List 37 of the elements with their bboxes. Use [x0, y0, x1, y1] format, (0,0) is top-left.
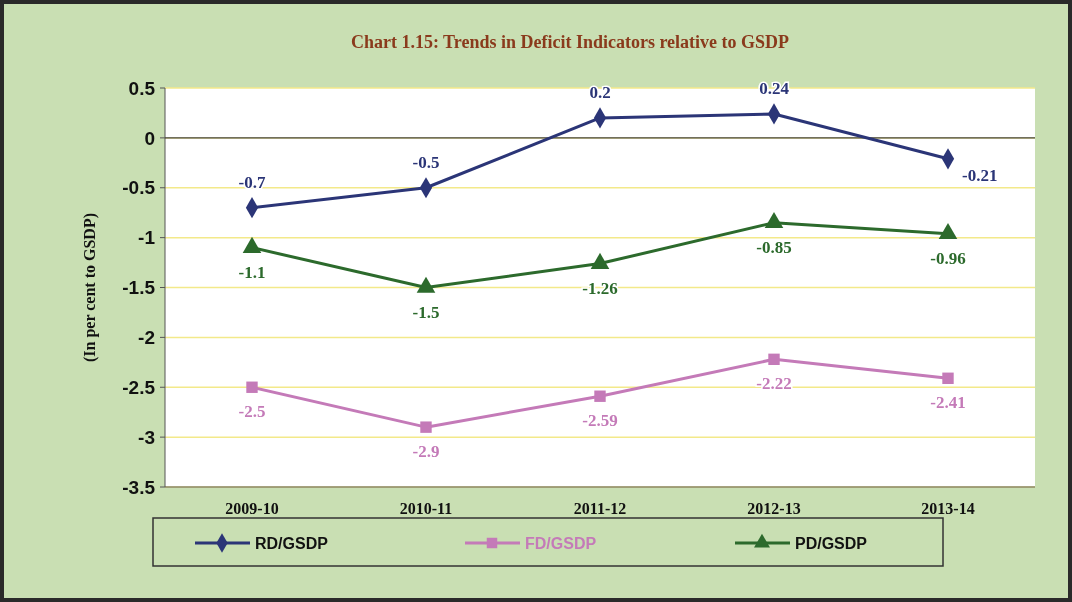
point	[594, 390, 606, 402]
y-tick-label: -2.5	[122, 376, 156, 398]
data-label: -0.96	[930, 248, 966, 268]
point	[942, 372, 954, 384]
y-tick-label: -3.5	[122, 476, 156, 498]
y-tick-label: -1	[138, 227, 156, 249]
data-label: 0.2	[589, 82, 611, 102]
data-label: -0.21	[962, 165, 998, 185]
x-tick-label: 2009-10	[225, 500, 279, 517]
point	[246, 381, 258, 393]
data-label: -1.5	[412, 302, 440, 322]
data-label: -2.9	[412, 442, 440, 462]
legend-label: FD/GSDP	[525, 534, 597, 552]
legend-label: RD/GSDP	[255, 534, 329, 552]
y-tick-label: -3	[138, 426, 155, 448]
legend-label: PD/GSDP	[795, 534, 868, 552]
data-label: -2.41	[930, 393, 966, 413]
data-label: -0.7	[238, 172, 266, 192]
data-label: -0.5	[412, 152, 440, 172]
x-tick-label: 2013-14	[921, 500, 975, 517]
y-tick-label: 0	[144, 127, 155, 149]
x-tick-label: 2010-11	[399, 500, 453, 517]
data-label: -0.85	[756, 237, 792, 257]
y-axis-title: (In per cent to GSDP)	[81, 212, 99, 363]
y-tick-label: 0.5	[128, 77, 156, 99]
point	[420, 421, 432, 433]
data-label: -1.1	[238, 262, 266, 282]
x-tick-label: 2012-13	[747, 500, 801, 517]
y-tick-label: -0.5	[122, 177, 156, 199]
data-label: -2.5	[238, 402, 266, 422]
data-label: 0.24	[759, 78, 790, 98]
y-tick-label: -1.5	[122, 277, 156, 299]
data-label: -2.59	[582, 411, 618, 431]
point	[768, 353, 780, 366]
x-tick-label: 2011-12	[573, 500, 627, 517]
chart-title: Chart 1.15: Trends in Deficit Indicators relative to GSDP	[350, 32, 790, 52]
y-tick-label: -2	[138, 327, 155, 349]
